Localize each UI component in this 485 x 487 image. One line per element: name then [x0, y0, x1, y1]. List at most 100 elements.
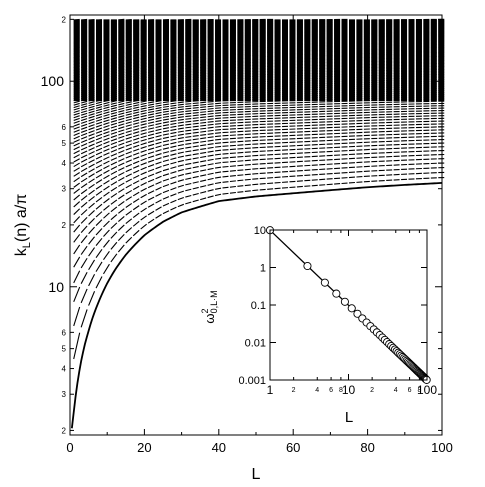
mode-segment: [155, 119, 162, 123]
mode-segment: [252, 172, 259, 175]
mode-band: [311, 19, 318, 102]
mode-segment: [162, 147, 170, 150]
inset-point: [332, 289, 341, 298]
mode-segment: [132, 180, 140, 185]
mode-segment: [162, 178, 170, 182]
mode-segment: [170, 193, 177, 197]
mode-segment: [118, 115, 125, 118]
mode-segment: [170, 112, 177, 115]
mode-segment: [80, 158, 88, 163]
mode-segment: [103, 113, 110, 117]
mode-segment: [185, 150, 192, 153]
mode-segment: [140, 107, 147, 110]
mode-segment: [95, 133, 103, 137]
mode-segment: [110, 206, 118, 213]
mode-segment: [162, 121, 170, 124]
inset-y-tick-label: 1: [260, 263, 266, 275]
mode-segment: [185, 129, 192, 132]
mode-segment: [229, 191, 236, 194]
mode-segment: [215, 112, 222, 114]
mode-segment: [162, 110, 170, 113]
mode-segment: [110, 134, 118, 139]
mode-segment: [81, 110, 88, 114]
mode-segment: [147, 210, 155, 216]
mode-segment: [214, 187, 222, 190]
mode-segment: [207, 126, 214, 129]
mode-segment: [110, 161, 118, 166]
mode-segment: [200, 140, 207, 143]
mode-segment: [125, 133, 132, 137]
inset-x-tick-label: 100: [417, 383, 437, 397]
mode-segment: [222, 186, 229, 189]
mode-segment: [155, 125, 162, 129]
mode-segment: [103, 160, 110, 165]
mode-segment: [200, 160, 207, 163]
mode-segment: [177, 130, 184, 133]
inset-x-minor-label: 6: [329, 387, 333, 394]
mode-segment: [95, 203, 103, 210]
mode-segment: [73, 110, 80, 114]
mode-segment: [192, 186, 199, 190]
mode-segment: [73, 115, 80, 119]
mode-segment: [237, 174, 244, 176]
inset-y-axis-label: ω20,L·M: [200, 290, 219, 323]
mode-segment: [118, 110, 125, 113]
mode-segment: [73, 120, 80, 124]
mode-segment: [155, 206, 162, 211]
mode-segment: [118, 158, 125, 162]
mode-segment: [155, 141, 162, 145]
mode-segment: [110, 214, 118, 221]
mode-segment: [95, 228, 103, 236]
mode-band: [282, 19, 288, 102]
inset-x-tick-label: 1: [267, 383, 274, 397]
mode-segment: [185, 105, 192, 108]
inset-x-minor-label: 4: [394, 387, 398, 394]
mode-segment: [95, 140, 103, 144]
mode-band: [125, 19, 132, 102]
mode-segment: [118, 215, 125, 222]
mode-segment: [162, 124, 170, 127]
mode-segment: [125, 159, 132, 163]
mode-segment: [148, 118, 155, 122]
mode-band: [289, 19, 296, 102]
mode-segment: [237, 169, 244, 172]
mode-segment: [80, 167, 88, 173]
mode-segment: [215, 145, 222, 148]
mode-segment: [170, 187, 177, 191]
mode-segment: [118, 167, 125, 172]
mode-segment: [133, 119, 140, 123]
mode-segment: [73, 256, 81, 268]
mode-segment: [73, 172, 80, 177]
mode-segment: [155, 214, 162, 219]
mode-band: [237, 19, 244, 102]
mode-segment: [155, 186, 162, 191]
x-tick-label: 80: [360, 440, 374, 455]
mode-segment: [192, 199, 199, 203]
mode-segment: [88, 133, 95, 137]
mode-segment: [80, 146, 88, 151]
mode-segment: [155, 153, 162, 156]
mode-segment: [88, 124, 95, 128]
mode-segment: [73, 154, 80, 159]
mode-segment: [177, 103, 184, 106]
mode-segment: [200, 124, 207, 127]
inset-point: [353, 309, 362, 318]
mode-segment: [73, 162, 80, 168]
mode-segment: [125, 147, 132, 151]
x-tick-label: 40: [212, 440, 226, 455]
mode-segment: [80, 288, 88, 304]
mode-segment: [185, 118, 192, 120]
mode-segment: [118, 102, 125, 106]
mode-segment: [200, 155, 207, 159]
mode-segment: [103, 191, 110, 197]
mode-segment: [103, 116, 110, 120]
mode-segment: [118, 139, 125, 143]
mode-segment: [177, 140, 184, 143]
mode-segment: [207, 100, 214, 103]
mode-segment: [155, 102, 162, 105]
mode-band: [200, 19, 207, 102]
mode-segment: [103, 174, 110, 180]
mode-segment: [88, 136, 95, 140]
mode-segment: [237, 185, 244, 187]
mode-segment: [140, 132, 147, 135]
